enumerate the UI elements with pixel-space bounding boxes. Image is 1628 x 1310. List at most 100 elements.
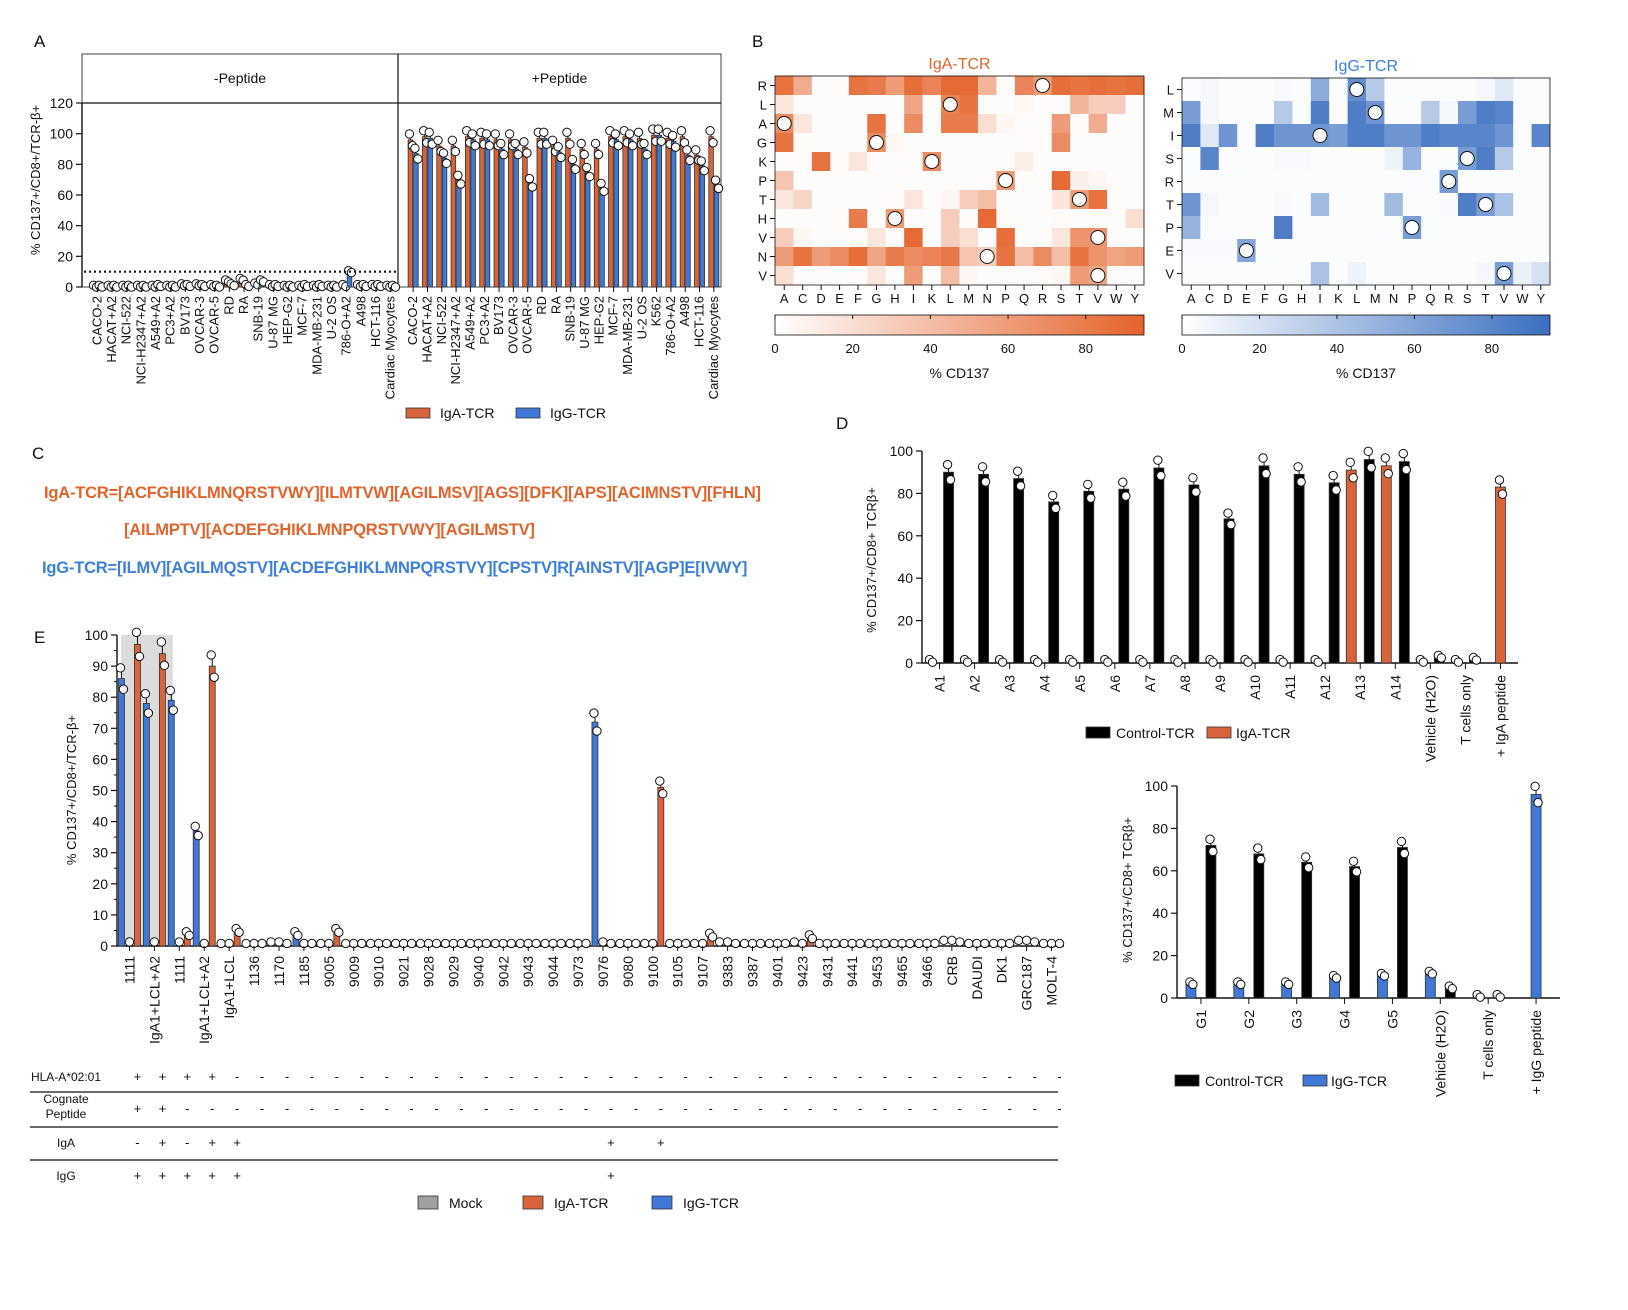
heatmap-cell: [1051, 266, 1071, 286]
heatmap-cell: [1274, 78, 1293, 102]
panel-d-bottom-x-tick-label: G5: [1384, 1010, 1400, 1029]
panel-d-top-control-point: [1223, 508, 1233, 518]
panel-d-bottom-control-bar: [1349, 866, 1360, 999]
heatmap-cell: [1494, 193, 1514, 217]
panel-e-iga-tcr-point: [506, 938, 516, 949]
heatmap-cell: [1070, 76, 1089, 96]
panel-e-igg-tcr-point: [316, 938, 326, 949]
heatmap-cell: [1439, 216, 1459, 240]
panel-a-igg-point: [484, 140, 495, 151]
panel-e-igg-tcr-point: [515, 938, 525, 949]
heatmap-cell: [959, 247, 979, 267]
heatmap-cell: [1014, 209, 1034, 229]
panel-d-bottom-x-tick-label: G2: [1241, 1010, 1257, 1029]
heatmap-cell: [811, 76, 831, 96]
panel-e-igg-tcr-bar: [118, 678, 125, 947]
native-residue-marker: [1071, 192, 1087, 207]
heatmap-cell: [830, 152, 850, 172]
heatmap-cell: [1476, 216, 1496, 240]
heatmap-cell: [1200, 124, 1220, 148]
panel-e-iga-tcr-point: [905, 938, 915, 949]
panel-a-iga-point: [522, 148, 532, 158]
heatmap-cell: [867, 152, 886, 172]
heatmap-cell: [1421, 78, 1440, 102]
heatmap-cell: [1200, 216, 1220, 240]
heatmap-col-label: V: [1094, 291, 1103, 306]
panel-d-bottom-y-tick-label: 60: [1152, 863, 1168, 879]
heatmap-cell: [775, 209, 794, 229]
annotation-cell: -: [534, 1101, 538, 1116]
legend-label-igg: IgG-TCR: [683, 1195, 739, 1211]
panel-a-igg-bar: [413, 153, 419, 288]
panel-d-top-iga-point: [1494, 475, 1505, 485]
panel-d-top-iga-point: [1138, 657, 1148, 667]
heatmap-col-label: N: [1389, 291, 1398, 306]
heatmap-cell: [1366, 170, 1385, 194]
heatmap-cell: [1033, 209, 1053, 229]
panel-d-top-iga-point: [1103, 657, 1113, 667]
panel-e-iga-tcr-point: [855, 938, 865, 949]
heatmap-cell: [1051, 76, 1071, 96]
heatmap-col-label: I: [1318, 291, 1322, 306]
annotation-cell: -: [384, 1069, 388, 1084]
colorbar-label: % CD137: [1336, 365, 1396, 381]
panel-a-x-tick-label: U-87 MG: [265, 296, 280, 349]
panel-d-top-iga-point: [1453, 657, 1464, 667]
panel-d-top-control-bar: [978, 473, 989, 664]
panel-a-iga-point: [519, 137, 529, 147]
panel-d-top-control-bar: [1013, 478, 1025, 664]
heatmap-cell: [1347, 170, 1367, 194]
annotation-cell: +: [233, 1135, 241, 1150]
heatmap-cell: [941, 209, 960, 229]
heatmap-cell: [885, 95, 905, 115]
panel-a-igg-bar: [441, 157, 448, 288]
panel-d-top-control-bar: [943, 471, 954, 664]
heatmap-cell: [1274, 239, 1293, 263]
heatmap-cell: [959, 114, 979, 134]
heatmap-cell: [1494, 78, 1514, 102]
heatmap-cell: [1329, 193, 1348, 217]
heatmap-cell: [1402, 78, 1422, 102]
heatmap-cell: [1218, 262, 1238, 286]
panel-e-igg-tcr-point: [415, 938, 426, 949]
panel-d-top-x-tick-label: A13: [1352, 675, 1368, 700]
panel-d-bottom-x-tick-label: G3: [1289, 1010, 1305, 1029]
panel-d-top-control-point: [1366, 462, 1376, 473]
heatmap-cell: [1200, 78, 1220, 102]
heatmap-cell: [977, 133, 997, 153]
panel-d-bottom-igg-point: [1475, 992, 1485, 1002]
panel-e-x-tick-label: CRB: [944, 956, 960, 986]
panel-d-bottom-igg-point: [1283, 979, 1294, 990]
panel-letter-a: A: [34, 32, 46, 51]
panel-e-iga-tcr-point: [880, 938, 890, 949]
heatmap-cell: [848, 228, 868, 248]
panel-a-iga-point: [691, 145, 701, 155]
annotation-cell: -: [1008, 1069, 1012, 1084]
heatmap-col-label: I: [912, 291, 916, 306]
panel-d-top-iga-bar: [1345, 469, 1357, 664]
heatmap-cell: [1014, 190, 1034, 210]
heatmap-cell: [1531, 124, 1551, 148]
panel-e-x-tick-label: IgA1+LCL+A2: [146, 956, 162, 1044]
panel-d-top-iga-bar: [1380, 465, 1392, 664]
panel-a-igg-bar: [713, 183, 720, 288]
heatmap-cell: [1182, 124, 1201, 148]
heatmap-cell: [996, 247, 1016, 267]
heatmap-cell: [1439, 78, 1459, 102]
panel-d-top-y-tick-label: 0: [905, 655, 913, 671]
panel-e-iga-tcr-point: [184, 930, 195, 941]
annotation-cell: -: [335, 1069, 339, 1084]
panel-a-x-tick-label: A549+A2: [462, 296, 477, 350]
heatmap-cell: [1182, 193, 1201, 217]
panel-e-igg-tcr-point: [193, 830, 203, 841]
heatmap-cell: [1402, 193, 1422, 217]
panel-d-top-iga-point: [1068, 657, 1078, 667]
panel-e-iga-tcr-point: [481, 938, 492, 949]
panel-e-igg-tcr-point: [739, 938, 750, 949]
panel-e-iga-tcr-point: [307, 938, 317, 949]
panel-a-igg-point: [699, 166, 709, 176]
panel-a-igg-bar: [685, 154, 691, 288]
annotation-cell: -: [235, 1069, 239, 1084]
native-residue-marker: [1349, 82, 1365, 97]
heatmap-cell: [959, 95, 979, 115]
